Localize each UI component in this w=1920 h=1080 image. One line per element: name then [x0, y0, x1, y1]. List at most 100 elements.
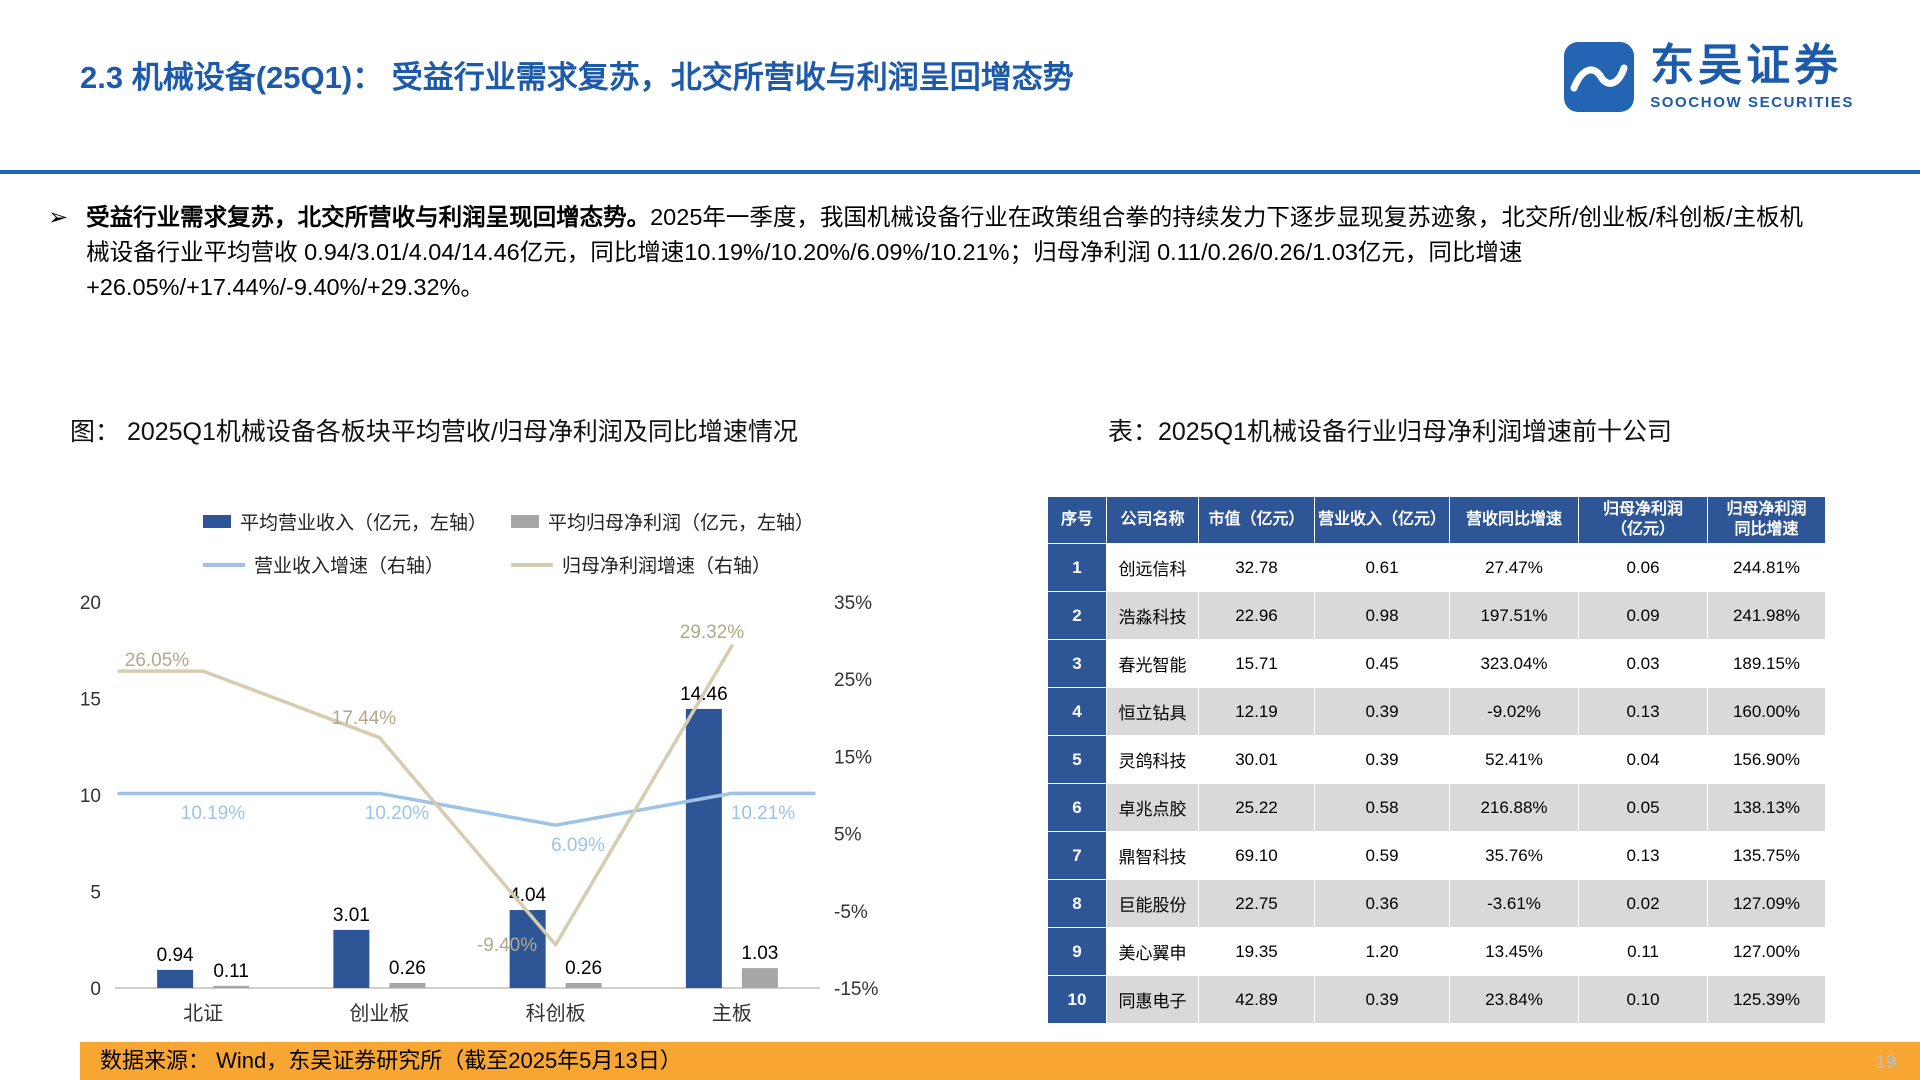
legend-item: 归母净利润增速（右轴） — [511, 551, 955, 578]
table-cell: 0.39 — [1314, 687, 1450, 736]
chart-legend: 平均营业收入（亿元，左轴） 平均归母净利润（亿元，左轴） 营业收入增速（右轴） 归母净… — [55, 508, 955, 578]
summary-body: 2025年一季度，我国机械设备行业在政策组合拳的持续发力下逐步显现复苏迹象，北交… — [86, 204, 1803, 300]
footer-bar: 数据来源： Wind，东吴证券研究所（截至2025年5月13日） — [80, 1042, 1920, 1080]
rank-cell: 6 — [1047, 783, 1107, 832]
left-axis-tick-label: 15 — [80, 690, 101, 711]
left-axis-tick-label: 20 — [80, 593, 101, 614]
bar-value-label: 0.94 — [157, 945, 194, 966]
table-cell: 32.78 — [1198, 543, 1315, 592]
table-cell: 春光智能 — [1106, 639, 1199, 688]
bar — [565, 982, 602, 988]
top10-table-wrap: 序号 公司名称 市值（亿元） 营业收入（亿元） 营收同比增速 归母净利润 （亿元） 归母净利润… — [1047, 496, 1826, 1024]
legend-item: 平均营业收入（亿元，左轴） — [203, 508, 511, 535]
brand-text: 东吴证券 SOOCHOW SECURITIES — [1650, 43, 1854, 111]
table-row: 4 恒立钻具 12.19 0.39 -9.02% 0.13 160.00% — [1047, 687, 1826, 736]
table-cell: 127.00% — [1707, 927, 1826, 976]
table-cell: 美心翼申 — [1106, 927, 1199, 976]
table-cell: 160.00% — [1707, 687, 1826, 736]
table-cell: 42.89 — [1198, 975, 1315, 1024]
table-cell: 鼎智科技 — [1106, 831, 1199, 880]
table-row: 10 同惠电子 42.89 0.39 23.84% 0.10 125.39% — [1047, 975, 1826, 1024]
legend-line-swatch — [511, 562, 553, 567]
legend-item: 营业收入增速（右轴） — [203, 551, 511, 578]
table-cell: 恒立钻具 — [1106, 687, 1199, 736]
table-row: 3 春光智能 15.71 0.45 323.04% 0.03 189.15% — [1047, 639, 1826, 688]
bar — [157, 969, 194, 988]
left-axis-tick-label: 0 — [90, 979, 101, 1000]
table-cell: 0.58 — [1314, 783, 1450, 832]
table-row: 8 巨能股份 22.75 0.36 -3.61% 0.02 127.09% — [1047, 879, 1826, 928]
table-cell: 22.75 — [1198, 879, 1315, 928]
table-row: 5 灵鸽科技 30.01 0.39 52.41% 0.04 156.90% — [1047, 735, 1826, 784]
category-label: 北证 — [183, 1002, 223, 1025]
right-axis-tick-label: -5% — [834, 902, 868, 923]
legend-label: 营业收入增速（右轴） — [254, 556, 445, 577]
table-cell: 0.04 — [1578, 735, 1708, 784]
legend-label: 归母净利润增速（右轴） — [562, 556, 772, 577]
table-cell: 0.11 — [1578, 927, 1708, 976]
category-label: 创业板 — [349, 1002, 409, 1025]
soochow-logo-icon — [1564, 42, 1635, 112]
table-header-cell: 市值（亿元） — [1198, 496, 1315, 544]
table-row: 1 创远信科 32.78 0.61 27.47% 0.06 244.81% — [1047, 543, 1826, 592]
bullet-arrow-icon: ➢ — [48, 204, 69, 231]
bar-value-label: 0.26 — [565, 958, 602, 979]
summary-bullet: ➢ 受益行业需求复苏，北交所营收与利润呈现回增态势。2025年一季度，我国机械设… — [48, 200, 1848, 305]
legend-label: 平均营业收入（亿元，左轴） — [240, 513, 488, 534]
bar-value-label: 1.03 — [741, 943, 778, 964]
table-cell: 0.45 — [1314, 639, 1450, 688]
legend-line-swatch — [203, 562, 245, 567]
table-cell: 卓兆点胶 — [1106, 783, 1199, 832]
bar — [741, 968, 778, 988]
bar-value-label: 0.26 — [389, 958, 426, 979]
legend-label: 平均归母净利润（亿元，左轴） — [548, 513, 815, 534]
table-cell: 0.06 — [1578, 543, 1708, 592]
rank-cell: 9 — [1047, 927, 1107, 976]
rank-cell: 3 — [1047, 639, 1107, 688]
table-cell: 135.75% — [1707, 831, 1826, 880]
trend-value-label: 6.09% — [551, 835, 605, 856]
table-cell: 35.76% — [1449, 831, 1579, 880]
rank-cell: 8 — [1047, 879, 1107, 928]
table-cell: 25.22 — [1198, 783, 1315, 832]
rank-cell: 4 — [1047, 687, 1107, 736]
legend-item: 平均归母净利润（亿元，左轴） — [511, 508, 955, 535]
trend-line — [117, 644, 734, 947]
brand-logo: 东吴证券 SOOCHOW SECURITIES — [1562, 40, 1854, 114]
table-header-cell: 营业收入（亿元） — [1314, 496, 1450, 544]
table-cell: 323.04% — [1449, 639, 1579, 688]
bar — [213, 985, 250, 988]
legend-bar-swatch — [511, 515, 539, 528]
table-cell: 197.51% — [1449, 591, 1579, 640]
table-cell: -9.02% — [1449, 687, 1579, 736]
table-row: 7 鼎智科技 69.10 0.59 35.76% 0.13 135.75% — [1047, 831, 1826, 880]
table-cell: 巨能股份 — [1106, 879, 1199, 928]
bar — [509, 910, 546, 988]
table-cell: 241.98% — [1707, 591, 1826, 640]
table-cell: 灵鸽科技 — [1106, 735, 1199, 784]
trend-value-label: 10.19% — [181, 803, 246, 824]
table-header-cell: 序号 — [1047, 496, 1107, 544]
right-axis-tick-label: 35% — [834, 593, 872, 614]
top10-table: 序号 公司名称 市值（亿元） 营业收入（亿元） 营收同比增速 归母净利润 （亿元） 归母净利润… — [1047, 496, 1826, 1024]
table-cell: 0.59 — [1314, 831, 1450, 880]
page-title: 2.3 机械设备(25Q1)： 受益行业需求复苏，北交所营收与利润呈回增态势 — [80, 60, 1074, 95]
rank-cell: 5 — [1047, 735, 1107, 784]
table-cell: 19.35 — [1198, 927, 1315, 976]
table-cell: 0.39 — [1314, 735, 1450, 784]
table-cell: 0.36 — [1314, 879, 1450, 928]
table-header-cell: 公司名称 — [1106, 496, 1199, 544]
table-cell: 0.05 — [1578, 783, 1708, 832]
table-cell: 0.13 — [1578, 831, 1708, 880]
table-cell: 30.01 — [1198, 735, 1315, 784]
table-cell: 0.10 — [1578, 975, 1708, 1024]
table-title: 表：2025Q1机械设备行业归母净利润增速前十公司 — [1108, 418, 1672, 446]
rank-cell: 10 — [1047, 975, 1107, 1024]
summary-text: 受益行业需求复苏，北交所营收与利润呈现回增态势。2025年一季度，我国机械设备行… — [86, 200, 1826, 305]
left-axis-tick-label: 5 — [90, 883, 101, 904]
table-cell: 69.10 — [1198, 831, 1315, 880]
table-row: 9 美心翼申 19.35 1.20 13.45% 0.11 127.00% — [1047, 927, 1826, 976]
category-label: 科创板 — [526, 1002, 586, 1025]
table-cell: 15.71 — [1198, 639, 1315, 688]
